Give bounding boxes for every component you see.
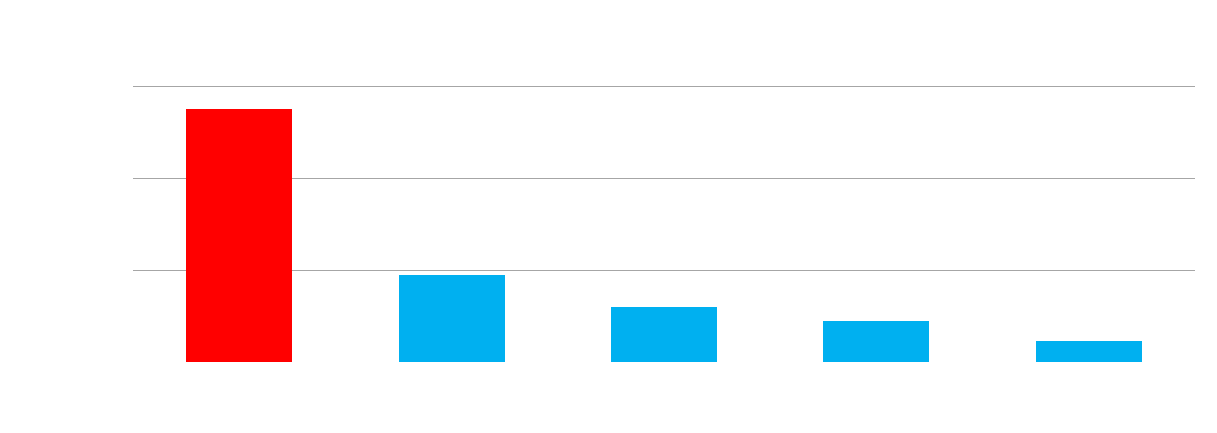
bar-5 [1036, 341, 1142, 362]
bar-1 [186, 109, 292, 362]
bars [186, 109, 1142, 362]
bar-4 [823, 321, 929, 362]
gridlines [133, 86, 1195, 271]
bar-3 [611, 307, 717, 362]
bar-2 [399, 275, 505, 362]
